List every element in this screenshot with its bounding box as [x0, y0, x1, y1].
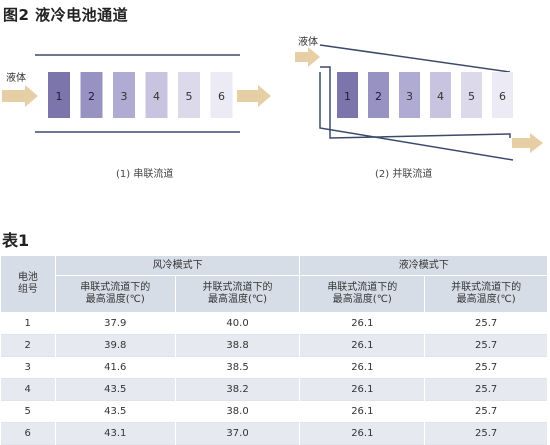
temperature-table: 电池 组号 风冷模式下 液冷模式下 串联式流道下的 最高温度(℃) 并联式流道下的 最高… — [0, 255, 548, 445]
temperature-cell: 39.8 — [55, 334, 176, 357]
parallel-channel-left-wall — [320, 66, 511, 139]
temperature-column-header: 并联式流道下的 最高温度(℃) — [424, 275, 548, 313]
header-line: 最高温度(℃) — [85, 294, 145, 305]
battery-cell-label: 5 — [186, 90, 193, 103]
header-line: 最高温度(℃) — [332, 294, 392, 305]
header-line: 串联式流道下的 — [327, 282, 398, 293]
temperature-cell: 25.7 — [424, 312, 548, 335]
battery-cell-label: 2 — [88, 90, 95, 103]
temperature-cell: 26.1 — [299, 334, 426, 357]
temperature-cell: 40.0 — [175, 312, 301, 335]
series-channel-diagram: 液体 1 2 3 4 5 6 — [2, 54, 271, 133]
table-row: 2 39.8 38.8 26.1 25.7 — [0, 334, 548, 357]
temperature-cell: 26.1 — [299, 356, 426, 379]
temperature-cell: 26.1 — [299, 422, 426, 445]
battery-cell — [113, 72, 135, 118]
temperature-cell: 25.7 — [424, 422, 548, 445]
battery-cell — [145, 72, 168, 118]
inlet-arrow-icon — [2, 85, 38, 107]
battery-group-header-line: 组号 — [17, 284, 38, 295]
air-cooling-header: 风冷模式下 — [54, 255, 301, 276]
battery-cell — [337, 72, 358, 118]
battery-cell — [80, 72, 103, 118]
temperature-cell: 25.7 — [424, 334, 548, 357]
header-line: 串联式流道下的 — [80, 282, 151, 293]
parallel-channel-top-wall — [319, 44, 511, 73]
header-line: 并联式流道下的 — [451, 282, 522, 293]
header-line: 最高温度(℃) — [208, 294, 268, 305]
temperature-cell: 25.7 — [424, 400, 548, 423]
series-caption: (1) 串联流道 — [116, 169, 174, 180]
battery-cell-label: 6 — [218, 90, 225, 103]
temperature-cell: 43.5 — [55, 378, 176, 401]
parallel-caption: (2) 并联流道 — [375, 169, 433, 180]
header-line: 并联式流道下的 — [202, 282, 273, 293]
temperature-cell: 38.5 — [175, 356, 301, 379]
battery-cell-label: 6 — [499, 90, 506, 103]
cooling-channel-diagram: 液体 1 2 3 4 5 6 液体 1 2 3 4 5 6 — [2, 35, 543, 161]
table-title: 表1 — [2, 231, 30, 250]
battery-group-cell: 4 — [0, 378, 56, 401]
parallel-fluid-label: 液体 — [298, 35, 318, 48]
temperature-cell: 26.1 — [299, 312, 426, 335]
battery-group-header: 电池 组号 — [0, 255, 56, 313]
temperature-cell: 38.2 — [175, 378, 301, 401]
battery-group-cell: 6 — [0, 422, 56, 445]
temperature-cell: 38.0 — [175, 400, 301, 423]
battery-cell — [399, 72, 420, 118]
temperature-cell: 37.9 — [55, 312, 176, 335]
battery-group-cell: 2 — [0, 334, 56, 357]
battery-cell — [430, 72, 451, 118]
table-row: 5 43.5 38.0 26.1 25.7 — [0, 400, 548, 423]
table-row: 3 41.6 38.5 26.1 25.7 — [0, 356, 548, 379]
temperature-cell: 43.5 — [55, 400, 176, 423]
parallel-channel-diagram: 液体 1 2 3 4 5 6 — [295, 35, 543, 161]
table-row: 1 37.9 40.0 26.1 25.7 — [0, 312, 548, 335]
temperature-cell: 26.1 — [299, 400, 426, 423]
figure-title: 图2 液冷电池通道 — [3, 6, 129, 24]
temperature-cell: 25.7 — [424, 378, 548, 401]
battery-cell-label: 1 — [56, 90, 63, 103]
battery-cell — [48, 72, 70, 118]
liquid-cooling-header: 液冷模式下 — [299, 255, 548, 276]
battery-cell — [492, 72, 513, 118]
battery-cell-label: 5 — [468, 90, 475, 103]
battery-group-header-line: 电池 — [17, 272, 38, 283]
temperature-column-header: 串联式流道下的 最高温度(℃) — [54, 275, 176, 313]
temperature-column-header: 并联式流道下的 最高温度(℃) — [174, 275, 301, 313]
parallel-channel-bottom-wall — [319, 72, 514, 161]
battery-cell-label: 4 — [437, 90, 444, 103]
temperature-cell: 25.7 — [424, 356, 548, 379]
inlet-arrow-icon — [295, 47, 320, 67]
temperature-cell: 43.1 — [55, 422, 176, 445]
battery-cell — [178, 72, 200, 118]
temperature-cell: 38.8 — [175, 334, 301, 357]
battery-group-cell: 5 — [0, 400, 56, 423]
battery-cell-label: 2 — [375, 90, 382, 103]
battery-cell-label: 3 — [121, 90, 128, 103]
battery-cell-label: 1 — [344, 90, 351, 103]
outlet-arrow-icon — [512, 133, 543, 153]
battery-cell-label: 4 — [153, 90, 160, 103]
temperature-cell: 41.6 — [55, 356, 176, 379]
table-row: 6 43.1 37.0 26.1 25.7 — [0, 422, 548, 445]
battery-cell — [368, 72, 389, 118]
battery-cell — [461, 72, 482, 118]
battery-cell-label: 3 — [406, 90, 413, 103]
battery-group-cell: 3 — [0, 356, 56, 379]
table-row: 4 43.5 38.2 26.1 25.7 — [0, 378, 548, 401]
battery-group-cell: 1 — [0, 312, 56, 335]
series-fluid-label: 液体 — [6, 71, 26, 84]
battery-cell — [210, 72, 233, 118]
temperature-cell: 37.0 — [175, 422, 301, 445]
outlet-arrow-icon — [237, 85, 271, 107]
temperature-column-header: 串联式流道下的 最高温度(℃) — [299, 275, 426, 313]
header-line: 最高温度(℃) — [456, 294, 516, 305]
temperature-cell: 26.1 — [299, 378, 426, 401]
